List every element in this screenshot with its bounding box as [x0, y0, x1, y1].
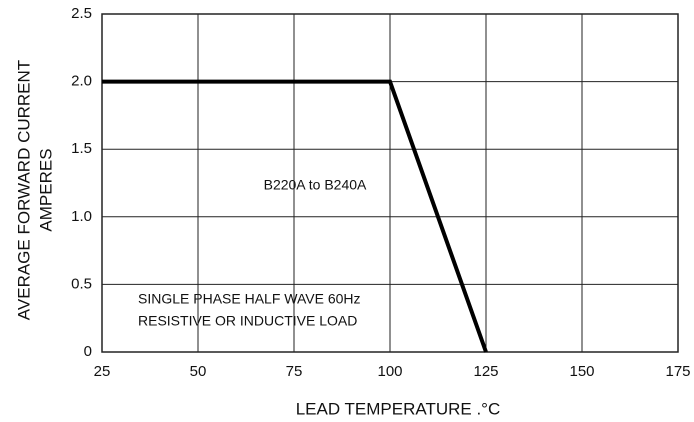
- y-tick-label: 1.5: [71, 140, 92, 157]
- y-tick-label: 0: [84, 343, 92, 360]
- y-axis-label: AMPERES: [36, 148, 55, 231]
- y-axis-label: AVERAGE FORWARD CURRENT: [14, 60, 33, 320]
- x-tick-label: 75: [286, 363, 303, 380]
- x-tick-label: 125: [473, 363, 498, 380]
- x-tick-label: 100: [377, 363, 402, 380]
- annotation: B220A to B240A: [264, 177, 367, 193]
- x-tick-label: 25: [94, 363, 111, 380]
- x-axis-label: LEAD TEMPERATURE .°C: [296, 399, 501, 418]
- y-tick-label: 1.0: [71, 208, 92, 225]
- annotation: RESISTIVE OR INDUCTIVE LOAD: [138, 313, 357, 329]
- x-tick-label: 175: [665, 363, 690, 380]
- annotation: SINGLE PHASE HALF WAVE 60Hz: [138, 291, 361, 307]
- y-tick-label: 2.0: [71, 73, 92, 90]
- y-tick-label: 2.5: [71, 5, 92, 22]
- data-line: [102, 79, 488, 353]
- x-tick-label: 150: [569, 363, 594, 380]
- y-tick-label: 0.5: [71, 275, 92, 292]
- x-tick-label: 50: [190, 363, 207, 380]
- plot-frame: [101, 13, 679, 353]
